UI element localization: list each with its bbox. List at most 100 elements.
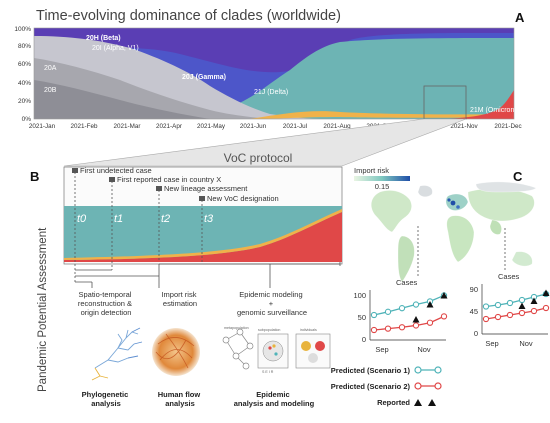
y-tick-label: 20% [18,98,31,105]
map-south-asia [489,219,502,235]
scenario1-point [518,296,526,304]
map-africa [446,215,475,263]
y-tick-label: 100% [14,26,31,33]
hotspot-marker [447,198,451,202]
time-label: t3 [204,213,214,225]
analysis-line: analysis [165,399,195,408]
subpopulation-box [257,333,289,369]
human-flow-arcs [155,333,195,369]
clade-label-delta: 21J (Delta) [254,89,288,96]
clade-label-omicron: 21M (Omicron) [470,107,517,114]
agent-dot [272,344,276,348]
import-risk-colorbar [354,176,410,181]
reported-point [518,302,526,309]
import-risk-title: Import risk [354,166,389,175]
individual-dot [308,353,318,363]
x-tick-label: Sep [375,345,388,354]
scenario2-point [370,326,378,334]
network-label: individuals [300,328,317,332]
chart-title: Cases [396,278,418,287]
scenario2-point [494,313,502,321]
scenario1-line [373,294,445,316]
y-tick-label: 80% [18,43,31,50]
scenario1-point [398,305,406,312]
reported-point [412,316,420,323]
map-asia [467,188,535,222]
analysis-line: Epidemic [256,390,289,399]
triangle-icon [428,399,436,406]
y-tick-label: 0% [22,116,32,123]
event-label: First reported case in country X [117,175,221,184]
omicron-growth [64,212,342,262]
clade-orange-band [250,111,514,119]
agent-dot [268,346,272,350]
legend-scenario1-marker [414,366,442,374]
scenario1-point [370,311,378,319]
method-label-modeling: Epidemic modeling + genomic surveillance [237,290,307,317]
event-markers [74,172,203,282]
method-line: origin detection [81,308,132,317]
y-tick-label: 90 [470,285,478,294]
cases-chart-right: Cases 0 45 90 Sep Nov [470,272,550,348]
map-greenland [417,185,433,197]
method-line: Epidemic modeling [239,290,302,299]
triangle-icon [414,399,422,406]
legend-reported-marker [414,399,436,406]
method-line: reconstruction & [78,299,132,308]
individual-dot [315,341,325,351]
pin-icon [109,177,115,182]
import-risk-value: 0.15 [375,182,390,191]
analysis-line: Phylogenetic [82,390,129,399]
human-flow-icon [152,328,200,376]
clade-label-beta: 20H (Beta) [86,35,121,42]
panel-b-letter: B [30,169,39,184]
map-connector-lines [417,226,506,278]
clade-20b-area [34,80,210,119]
scenario1-point [506,299,514,307]
scenario2-point [412,322,420,329]
panel-a-title: Time-evolving dominance of clades (world… [36,8,341,24]
scenario2-point [440,313,448,320]
voc-protocol-title: VoC protocol [224,151,293,165]
network-label: subpopulation [258,328,280,332]
method-line: estimation [163,299,197,308]
event-label: New lineage assessment [164,184,248,193]
method-line: + [269,299,274,308]
y-axis: 0% 20% 40% 60% 80% 100% [14,26,31,123]
pin-icon [156,186,162,191]
map-russia [475,181,537,193]
scenario2-point [530,307,538,315]
clade-delta-area [34,38,514,119]
x-tick-label: 2021-Mar [114,123,141,130]
y-tick-label: 100 [353,291,366,300]
scenario2-point [482,315,490,323]
time-label: t0 [77,213,87,225]
analysis-line: analysis [91,399,121,408]
panel-c-letter: C [513,169,523,184]
time-label: t1 [114,213,123,225]
reported-point [542,289,550,296]
pin-icon [72,168,78,173]
scenario2-point [426,319,434,326]
panel-c-legend: Predicted (Scenario 1) Predicted (Scenar… [331,366,442,407]
y-tick-label: 0 [474,329,478,338]
phylogenetic-tree-icon [91,327,143,381]
subpopulation-circle [262,340,284,362]
analysis-labels: Phylogenetic analysis Human flow analysi… [82,390,315,408]
event-label: First undetected case [80,166,152,175]
clade-label-gamma: 20J (Gamma) [182,74,226,81]
analysis-line: Human flow [158,390,201,399]
legend-scenario1-label: Predicted (Scenario 1) [331,366,411,375]
clade-label-20b: 20B [44,87,57,94]
legend-scenario2-label: Predicted (Scenario 2) [331,382,411,391]
method-line: genomic surveillance [237,308,307,317]
x-tick-label: 2021-Apr [156,123,182,130]
plot-frame [33,27,515,120]
x-tick-label: 2021-Dec [494,123,521,130]
x-tick-label: 2021-Jun [240,123,267,130]
x-tick-label: 2021-Jan [29,123,56,130]
x-tick-label: Nov [417,345,431,354]
zoom-projection [63,118,467,167]
